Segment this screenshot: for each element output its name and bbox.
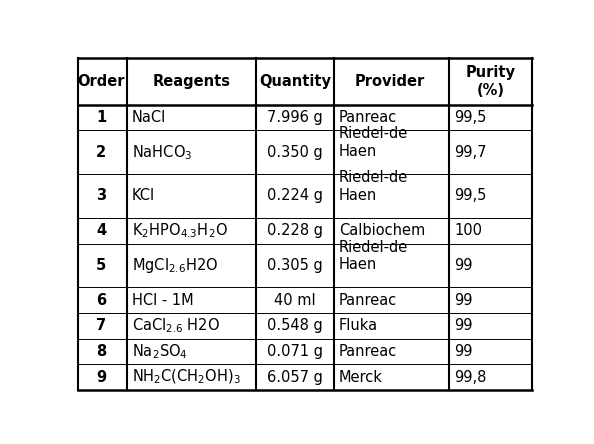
Text: 99,7: 99,7 [454, 145, 486, 160]
Text: HCl - 1M: HCl - 1M [132, 293, 194, 308]
Text: Order: Order [77, 74, 125, 89]
Text: (%): (%) [477, 83, 505, 98]
Text: Riedel-de
Haen: Riedel-de Haen [339, 170, 408, 202]
Text: Reagents: Reagents [153, 74, 230, 89]
Text: 0.305 g: 0.305 g [267, 258, 323, 273]
Text: 0.350 g: 0.350 g [267, 145, 323, 160]
Text: Merck: Merck [339, 370, 383, 385]
Text: Purity: Purity [466, 65, 516, 80]
Text: 4: 4 [96, 223, 106, 238]
Text: K$_2$HPO$_{4.3}$H$_2$O: K$_2$HPO$_{4.3}$H$_2$O [132, 221, 228, 240]
Text: 99,8: 99,8 [454, 370, 486, 385]
Text: Riedel-de
Haen: Riedel-de Haen [339, 127, 408, 159]
Text: Panreac: Panreac [339, 110, 397, 125]
Text: 0.228 g: 0.228 g [267, 223, 323, 238]
Text: Calbiochem: Calbiochem [339, 223, 425, 238]
Text: 99: 99 [454, 293, 473, 308]
Text: Riedel-de
Haen: Riedel-de Haen [339, 239, 408, 272]
Text: NaCl: NaCl [132, 110, 166, 125]
Text: 6: 6 [96, 293, 106, 308]
Text: 99: 99 [454, 258, 473, 273]
Text: 9: 9 [96, 370, 106, 385]
Text: Quantity: Quantity [259, 74, 331, 89]
Text: 99,5: 99,5 [454, 188, 486, 203]
Text: 5: 5 [96, 258, 106, 273]
Text: 100: 100 [454, 223, 482, 238]
Text: Na$_2$SO$_4$: Na$_2$SO$_4$ [132, 342, 188, 361]
Text: CaCl$_{2.6}$ H2O: CaCl$_{2.6}$ H2O [132, 317, 220, 335]
Text: 3: 3 [96, 188, 106, 203]
Text: 8: 8 [96, 344, 106, 359]
Text: 6.057 g: 6.057 g [267, 370, 323, 385]
Text: 99: 99 [454, 318, 473, 333]
Text: Provider: Provider [355, 74, 425, 89]
Text: NaHCO$_3$: NaHCO$_3$ [132, 143, 192, 162]
Text: Fluka: Fluka [339, 318, 378, 333]
Text: 99,5: 99,5 [454, 110, 486, 125]
Text: 99: 99 [454, 344, 473, 359]
Text: 0.071 g: 0.071 g [267, 344, 323, 359]
Text: 40 ml: 40 ml [274, 293, 316, 308]
Text: MgCl$_{2.6}$H2O: MgCl$_{2.6}$H2O [132, 256, 218, 275]
Text: 0.548 g: 0.548 g [267, 318, 323, 333]
Text: 0.224 g: 0.224 g [267, 188, 323, 203]
Text: Panreac: Panreac [339, 344, 397, 359]
Text: 1: 1 [96, 110, 106, 125]
Text: 7.996 g: 7.996 g [267, 110, 323, 125]
Text: Panreac: Panreac [339, 293, 397, 308]
Text: KCl: KCl [132, 188, 155, 203]
Text: 7: 7 [96, 318, 106, 333]
Text: NH$_2$C(CH$_2$OH)$_3$: NH$_2$C(CH$_2$OH)$_3$ [132, 368, 241, 386]
Text: 2: 2 [96, 145, 106, 160]
